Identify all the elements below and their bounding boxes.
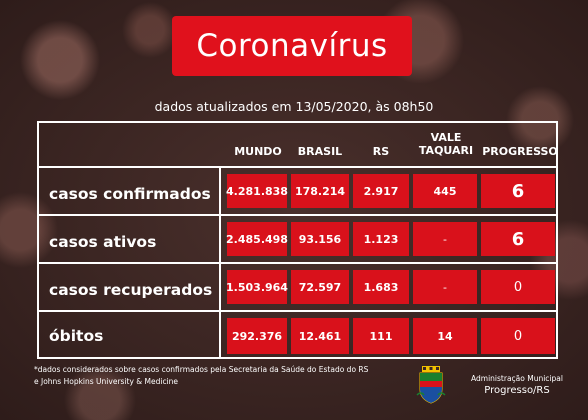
cell-value-progresso: 0 [481, 318, 555, 354]
cell-value: 1.503.964 [226, 270, 288, 304]
column-header-vale-taquari: VALE TAQUARI [411, 131, 481, 157]
page-title: Coronavírus [172, 16, 412, 76]
footnote-line: e Johns Hopkins University & Medicine [34, 377, 179, 386]
admin-label: Administração Municipal [471, 374, 563, 383]
column-header-rs: RS [372, 145, 390, 158]
cell-value: 178.214 [291, 174, 349, 208]
taquari-line: TAQUARI [418, 144, 474, 157]
row-divider [39, 166, 556, 168]
row-label-obitos: óbitos [49, 327, 104, 345]
cell-value: 445 [413, 174, 477, 208]
cell-value: 111 [353, 318, 409, 354]
municipal-administration: Administração Municipal Progresso/RS [452, 374, 582, 396]
footnote-line: *dados considerados sobre casos confirma… [34, 365, 369, 374]
column-header-mundo: MUNDO [234, 145, 282, 158]
row-divider [39, 310, 556, 312]
coat-of-arms-icon [416, 366, 446, 404]
row-divider [39, 262, 556, 264]
column-header-progresso: PROGRESSO [482, 145, 558, 158]
cell-value: 2.485.498 [226, 222, 288, 256]
row-label-ativos: casos ativos [49, 233, 157, 251]
cell-value: 1.683 [353, 270, 409, 304]
vale-line: VALE [430, 131, 462, 144]
cell-value: 4.281.838 [226, 174, 288, 208]
cell-value: 14 [413, 318, 477, 354]
title-text: Coronavírus [196, 28, 388, 64]
column-header-brasil: BRASIL [297, 145, 343, 158]
cell-value: 2.917 [353, 174, 409, 208]
column-divider [219, 166, 221, 359]
footnote: *dados considerados sobre casos confirma… [34, 364, 414, 388]
cell-value-progresso: 6 [481, 222, 555, 256]
cell-value: 292.376 [227, 318, 287, 354]
cell-value: 93.156 [291, 222, 349, 256]
cell-value: - [413, 222, 477, 256]
cell-value: 12.461 [291, 318, 349, 354]
cell-value: - [413, 270, 477, 304]
cases-table: MUNDO BRASIL RS VALE TAQUARI PROGRESSO c… [37, 121, 558, 359]
row-label-recuperados: casos recuperados [49, 281, 213, 299]
cell-value-progresso: 6 [481, 174, 555, 208]
cell-value: 72.597 [291, 270, 349, 304]
update-subtitle: dados atualizados em 13/05/2020, às 08h5… [154, 99, 434, 114]
cell-value: 1.123 [353, 222, 409, 256]
row-divider [39, 214, 556, 216]
cell-value-progresso: 0 [481, 270, 555, 304]
city-label: Progresso/RS [484, 385, 550, 396]
row-label-confirmados: casos confirmados [49, 185, 211, 203]
